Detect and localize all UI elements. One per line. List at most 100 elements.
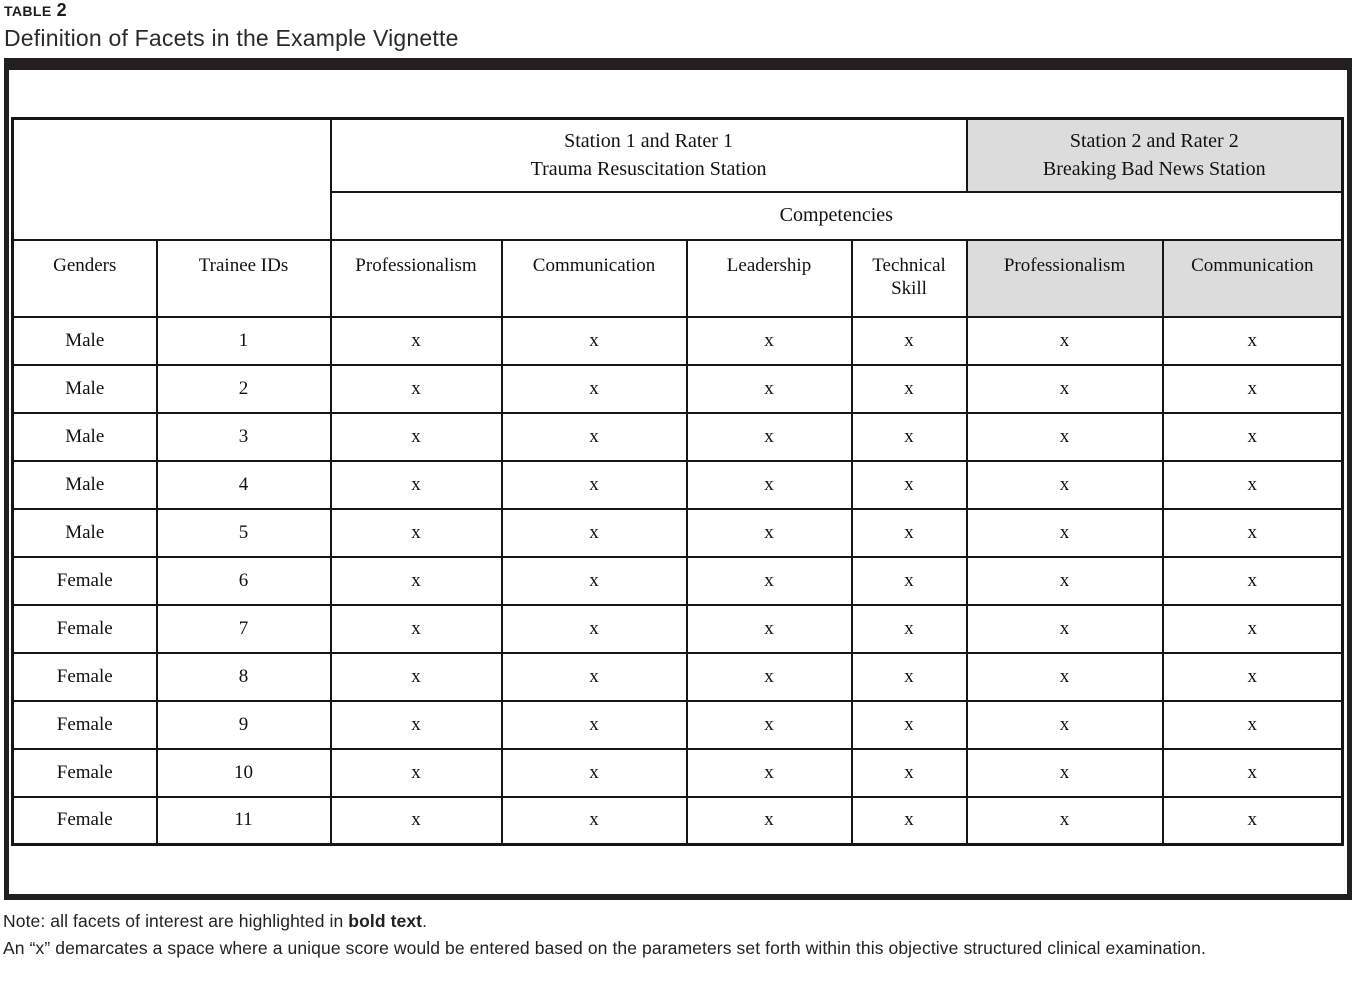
note-1-suffix: . xyxy=(422,911,428,931)
mark-cell: x xyxy=(329,315,503,366)
mark-cell: x xyxy=(850,507,968,558)
competency-header-professionalism-2: Professionalism xyxy=(965,238,1164,318)
table-row: Male 1 x x x x x x xyxy=(11,315,1344,366)
mark-cell: x xyxy=(500,555,688,606)
competencies-header-cell: Competencies xyxy=(329,190,1344,241)
trainee-id-cell: 4 xyxy=(155,459,332,510)
trainee-id-cell: 1 xyxy=(155,315,332,366)
trainee-ids-header-cell: Trainee IDs xyxy=(155,238,332,318)
mark-cell: x xyxy=(965,411,1164,462)
mark-cell: x xyxy=(500,699,688,750)
gender-cell: Male xyxy=(11,315,158,366)
mark-cell: x xyxy=(1161,459,1344,510)
mark-cell: x xyxy=(329,795,503,846)
note-2: An “x” demarcates a space where a unique… xyxy=(3,938,1206,958)
mark-cell: x xyxy=(500,507,688,558)
table-number: 2 xyxy=(56,0,68,20)
mark-cell: x xyxy=(850,555,968,606)
mark-cell: x xyxy=(685,363,853,414)
footnotes: Note: all facets of interest are highlig… xyxy=(3,908,1303,962)
mark-cell: x xyxy=(500,315,688,366)
table-row: Female 9 x x x x x x xyxy=(11,699,1344,750)
table-row: Female 10 x x x x x x xyxy=(11,747,1344,798)
table-row: Female 8 x x x x x x xyxy=(11,651,1344,702)
mark-cell: x xyxy=(1161,747,1344,798)
mark-cell: x xyxy=(329,411,503,462)
mark-cell: x xyxy=(965,507,1164,558)
mark-cell: x xyxy=(1161,507,1344,558)
mark-cell: x xyxy=(850,795,968,846)
mark-cell: x xyxy=(850,699,968,750)
table-row: Male 4 x x x x x x xyxy=(11,459,1344,510)
trainee-id-cell: 10 xyxy=(155,747,332,798)
mark-cell: x xyxy=(1161,411,1344,462)
mark-cell: x xyxy=(685,651,853,702)
mark-cell: x xyxy=(850,459,968,510)
competency-header-technical-skill: Technical Skill xyxy=(850,238,968,318)
mark-cell: x xyxy=(500,795,688,846)
trainee-id-cell: 5 xyxy=(155,507,332,558)
table-caption: TABLE 2 Definition of Facets in the Examp… xyxy=(4,0,459,52)
note-1-bold: bold text xyxy=(348,911,423,931)
station2-line2: Breaking Bad News Station xyxy=(1042,158,1266,181)
mark-cell: x xyxy=(329,603,503,654)
station1-header-cell: Station 1 and Rater 1 Trauma Resuscitati… xyxy=(329,117,968,193)
mark-cell: x xyxy=(1161,651,1344,702)
mark-cell: x xyxy=(685,603,853,654)
mark-cell: x xyxy=(329,459,503,510)
station1-line1: Station 1 and Rater 1 xyxy=(564,130,733,153)
gender-cell: Female xyxy=(11,795,158,846)
mark-cell: x xyxy=(685,699,853,750)
note-1-prefix: Note: all facets of interest are highlig… xyxy=(3,911,349,931)
gender-cell: Female xyxy=(11,747,158,798)
table-row: Male 5 x x x x x x xyxy=(11,507,1344,558)
competency-header-communication-1: Communication xyxy=(500,238,688,318)
table-row: Female 7 x x x x x x xyxy=(11,603,1344,654)
mark-cell: x xyxy=(685,315,853,366)
competencies-row: Competencies xyxy=(13,190,1344,241)
mark-cell: x xyxy=(329,651,503,702)
competency-header-professionalism-1: Professionalism xyxy=(329,238,503,318)
gender-cell: Female xyxy=(11,555,158,606)
column-header-row: Genders Trainee IDs Professionalism Comm… xyxy=(11,238,1344,318)
station1-line2: Trauma Resuscitation Station xyxy=(530,158,767,181)
mark-cell: x xyxy=(500,747,688,798)
table-row: Male 3 x x x x x x xyxy=(11,411,1344,462)
mark-cell: x xyxy=(965,603,1164,654)
trainee-id-cell: 9 xyxy=(155,699,332,750)
mark-cell: x xyxy=(1161,699,1344,750)
mark-cell: x xyxy=(850,411,968,462)
table-frame: Station 1 and Rater 1 Trauma Resuscitati… xyxy=(4,58,1352,900)
mark-cell: x xyxy=(850,651,968,702)
mark-cell: x xyxy=(965,699,1164,750)
mark-cell: x xyxy=(965,315,1164,366)
gender-cell: Male xyxy=(11,411,158,462)
mark-cell: x xyxy=(850,747,968,798)
mark-cell: x xyxy=(685,795,853,846)
mark-cell: x xyxy=(1161,555,1344,606)
mark-cell: x xyxy=(500,363,688,414)
mark-cell: x xyxy=(329,555,503,606)
trainee-id-cell: 2 xyxy=(155,363,332,414)
mark-cell: x xyxy=(685,555,853,606)
empty-corner-cell xyxy=(11,117,332,241)
mark-cell: x xyxy=(965,795,1164,846)
mark-cell: x xyxy=(500,411,688,462)
mark-cell: x xyxy=(685,507,853,558)
gender-cell: Female xyxy=(11,699,158,750)
genders-header-cell: Genders xyxy=(11,238,158,318)
mark-cell: x xyxy=(500,603,688,654)
mark-cell: x xyxy=(965,555,1164,606)
station-header-row: Station 1 and Rater 1 Trauma Resuscitati… xyxy=(11,117,1344,241)
facets-table: Station 1 and Rater 1 Trauma Resuscitati… xyxy=(11,117,1345,846)
gender-cell: Male xyxy=(11,363,158,414)
mark-cell: x xyxy=(965,363,1164,414)
gender-cell: Male xyxy=(11,507,158,558)
gender-cell: Female xyxy=(11,603,158,654)
mark-cell: x xyxy=(329,747,503,798)
trainee-id-cell: 8 xyxy=(155,651,332,702)
table-row: Female 11 x x x x x x xyxy=(11,795,1344,846)
station2-line1: Station 2 and Rater 2 xyxy=(1069,130,1239,153)
trainee-id-cell: 3 xyxy=(155,411,332,462)
